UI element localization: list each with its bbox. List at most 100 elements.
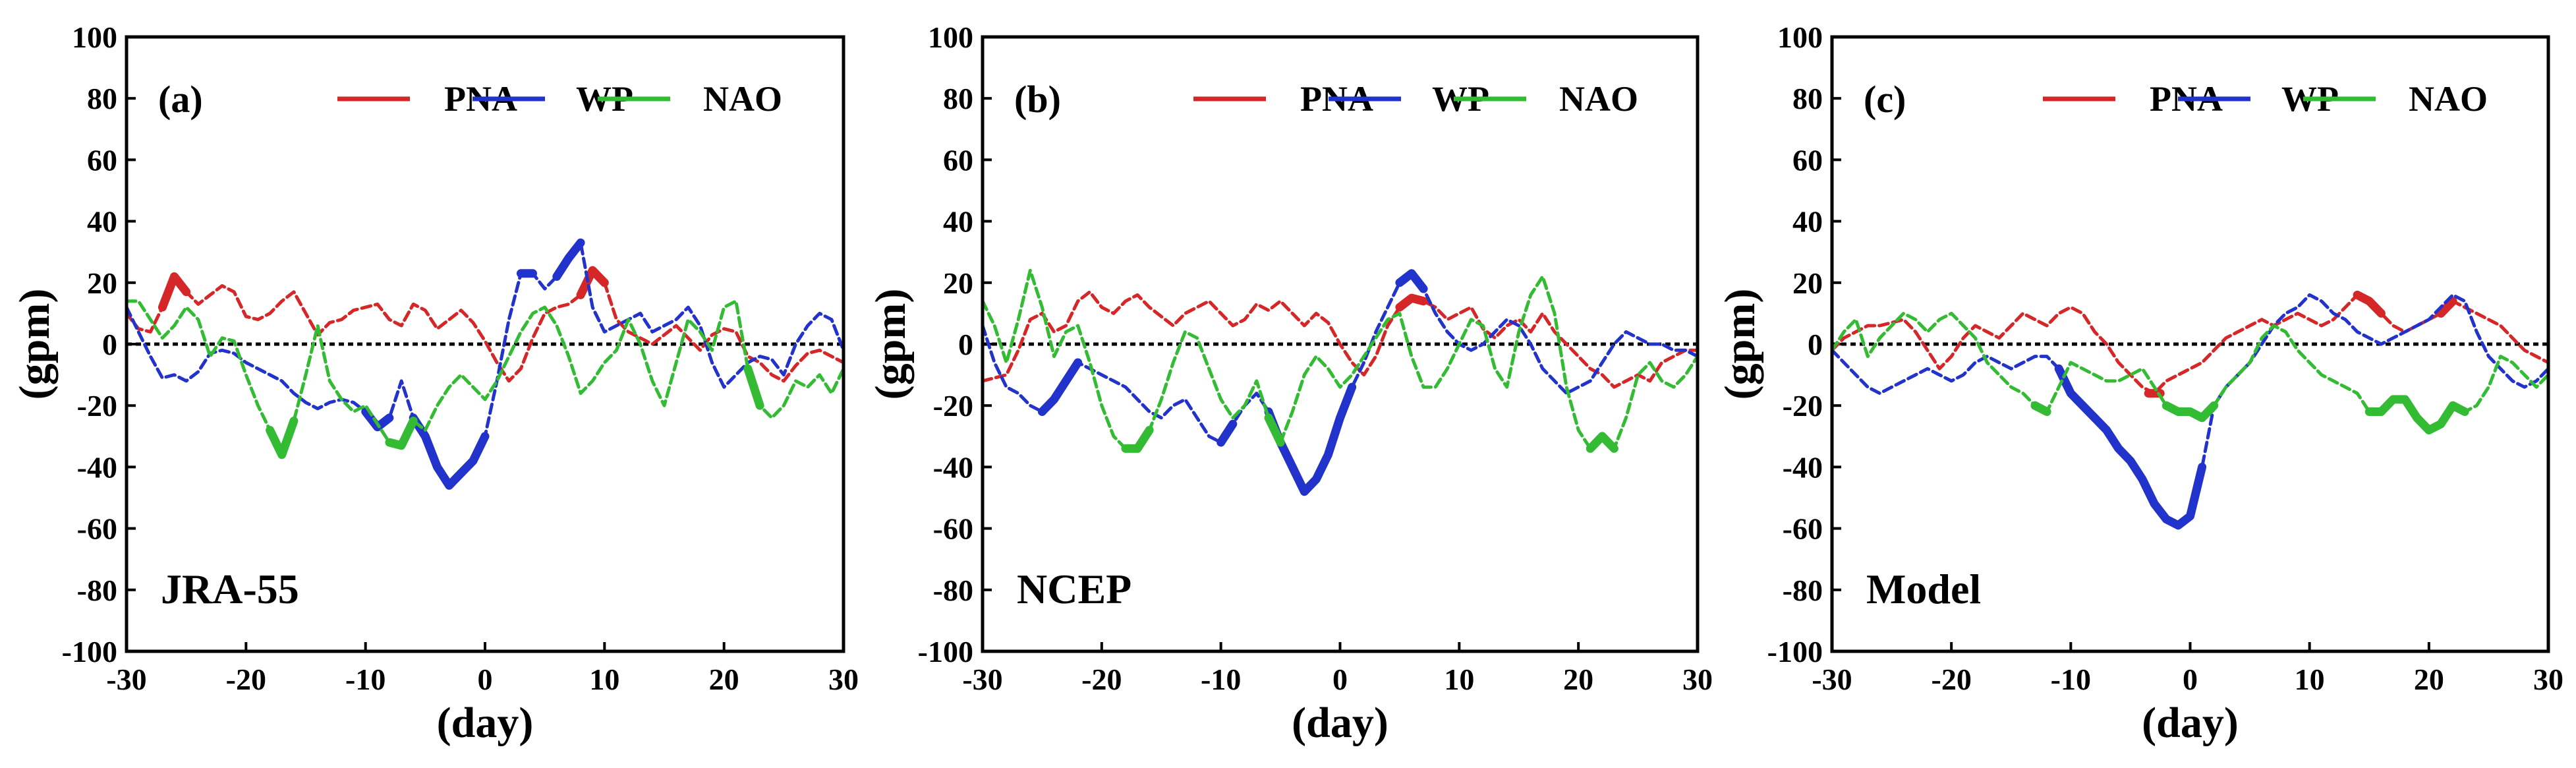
x-tick-label: 0 [2183, 663, 2198, 696]
panel-label: (c) [1864, 78, 1906, 121]
x-tick-label: -10 [1201, 663, 1241, 696]
x-tick-label: -10 [345, 663, 386, 696]
y-axis-label: (gpm) [11, 289, 59, 400]
x-tick-label: 10 [1444, 663, 1474, 696]
y-tick-label: -80 [1783, 574, 1823, 607]
significant-segment-wp [1395, 269, 1428, 293]
y-tick-label: 100 [928, 20, 973, 54]
y-tick-label: 40 [1792, 205, 1823, 239]
y-tick-label: -40 [933, 450, 973, 484]
x-tick-label: 0 [478, 663, 493, 696]
y-tick-label: -100 [62, 635, 117, 668]
significant-segment-wp [552, 238, 585, 281]
x-tick-label: 20 [709, 663, 739, 696]
y-axis-label: (gpm) [1716, 289, 1764, 400]
y-tick-label: -60 [933, 512, 973, 546]
y-tick-label: -20 [1783, 389, 1823, 423]
series-line-pna [125, 268, 845, 383]
legend-label-nao: NAO [703, 79, 782, 119]
plot-frame [125, 35, 845, 653]
x-tick-label: 30 [2533, 663, 2563, 696]
x-tick-label: 20 [1563, 663, 1593, 696]
y-tick-label: 60 [943, 143, 973, 177]
series-line-nao [981, 268, 1700, 450]
y-tick-label: 20 [1792, 266, 1823, 300]
y-tick-label: 80 [1792, 82, 1823, 115]
legend-label-nao: NAO [1559, 79, 1638, 119]
y-tick-label: 40 [943, 205, 973, 239]
panel-label: (b) [1014, 78, 1061, 121]
x-tick-label: 20 [2414, 663, 2444, 696]
significant-segment-pna [576, 266, 609, 299]
dataset-label: Model [1866, 566, 1981, 612]
significant-segment-wp [1264, 382, 1357, 496]
x-tick-label: 0 [1332, 663, 1348, 696]
y-axis-label: (gpm) [867, 289, 915, 400]
y-tick-label: 0 [958, 328, 973, 361]
series-line-wp [125, 241, 845, 487]
dataset-label: NCEP [1017, 566, 1131, 612]
y-tick-label: 20 [87, 266, 117, 300]
y-tick-label: 20 [943, 266, 973, 300]
y-tick-label: -20 [77, 389, 117, 423]
significant-segment-nao [1264, 413, 1285, 447]
y-tick-label: 0 [1808, 328, 1823, 361]
x-tick-label: -30 [962, 663, 1002, 696]
x-tick-label: 30 [1682, 663, 1713, 696]
y-tick-label: 100 [72, 20, 117, 54]
x-tick-label: -30 [106, 663, 146, 696]
significant-segment-pna [157, 272, 191, 312]
series-line-nao [125, 299, 845, 457]
y-tick-label: -60 [77, 512, 117, 546]
x-tick-label: 30 [828, 663, 859, 696]
significant-segment-wp [1216, 419, 1238, 447]
y-tick-label: -80 [77, 574, 117, 607]
x-tick-label: -20 [226, 663, 266, 696]
series-line-pna [1830, 293, 2550, 396]
significant-segment-nao [2364, 395, 2469, 434]
y-tick-label: 60 [1792, 143, 1823, 177]
significant-segment-nao [385, 417, 418, 450]
legend-label-nao: NAO [2409, 79, 2488, 119]
significant-segment-pna [1395, 293, 1428, 312]
plot-frame [1830, 35, 2550, 653]
y-tick-label: 0 [102, 328, 117, 361]
y-tick-label: 80 [943, 82, 973, 115]
dataset-label: JRA-55 [161, 566, 299, 612]
y-tick-label: -80 [933, 574, 973, 607]
x-tick-label: -10 [2051, 663, 2091, 696]
significant-segment-nao [2030, 401, 2051, 416]
x-tick-label: 10 [2295, 663, 2325, 696]
significant-segment-wp [409, 413, 490, 490]
x-tick-label: -20 [1081, 663, 1122, 696]
x-axis-label: (day) [437, 699, 534, 747]
series-line-wp [981, 272, 1700, 494]
y-tick-label: 100 [1777, 20, 1823, 54]
series-line-pna [981, 290, 1700, 389]
x-tick-label: -30 [1812, 663, 1852, 696]
y-tick-label: -20 [933, 389, 973, 423]
y-tick-label: -100 [1767, 635, 1823, 668]
significant-segment-nao [266, 417, 299, 459]
significant-segment-pna [2353, 290, 2386, 318]
significant-segment-wp [1037, 358, 1083, 416]
panel-label: (a) [158, 78, 203, 121]
significant-segment-nao [743, 364, 764, 410]
significant-segment-nao [1586, 432, 1618, 453]
x-axis-label: (day) [2142, 699, 2239, 747]
x-tick-label: 10 [589, 663, 619, 696]
x-tick-label: -20 [1932, 663, 1972, 696]
y-tick-label: -100 [918, 635, 973, 668]
y-tick-label: -40 [77, 450, 117, 484]
plot-frame [981, 35, 1700, 653]
y-tick-label: 40 [87, 205, 117, 239]
y-tick-label: 60 [87, 143, 117, 177]
significant-segment-pna [2436, 297, 2457, 318]
significant-segment-nao [2161, 401, 2219, 423]
significant-segment-wp [361, 407, 394, 432]
significant-segment-wp [2054, 364, 2207, 530]
